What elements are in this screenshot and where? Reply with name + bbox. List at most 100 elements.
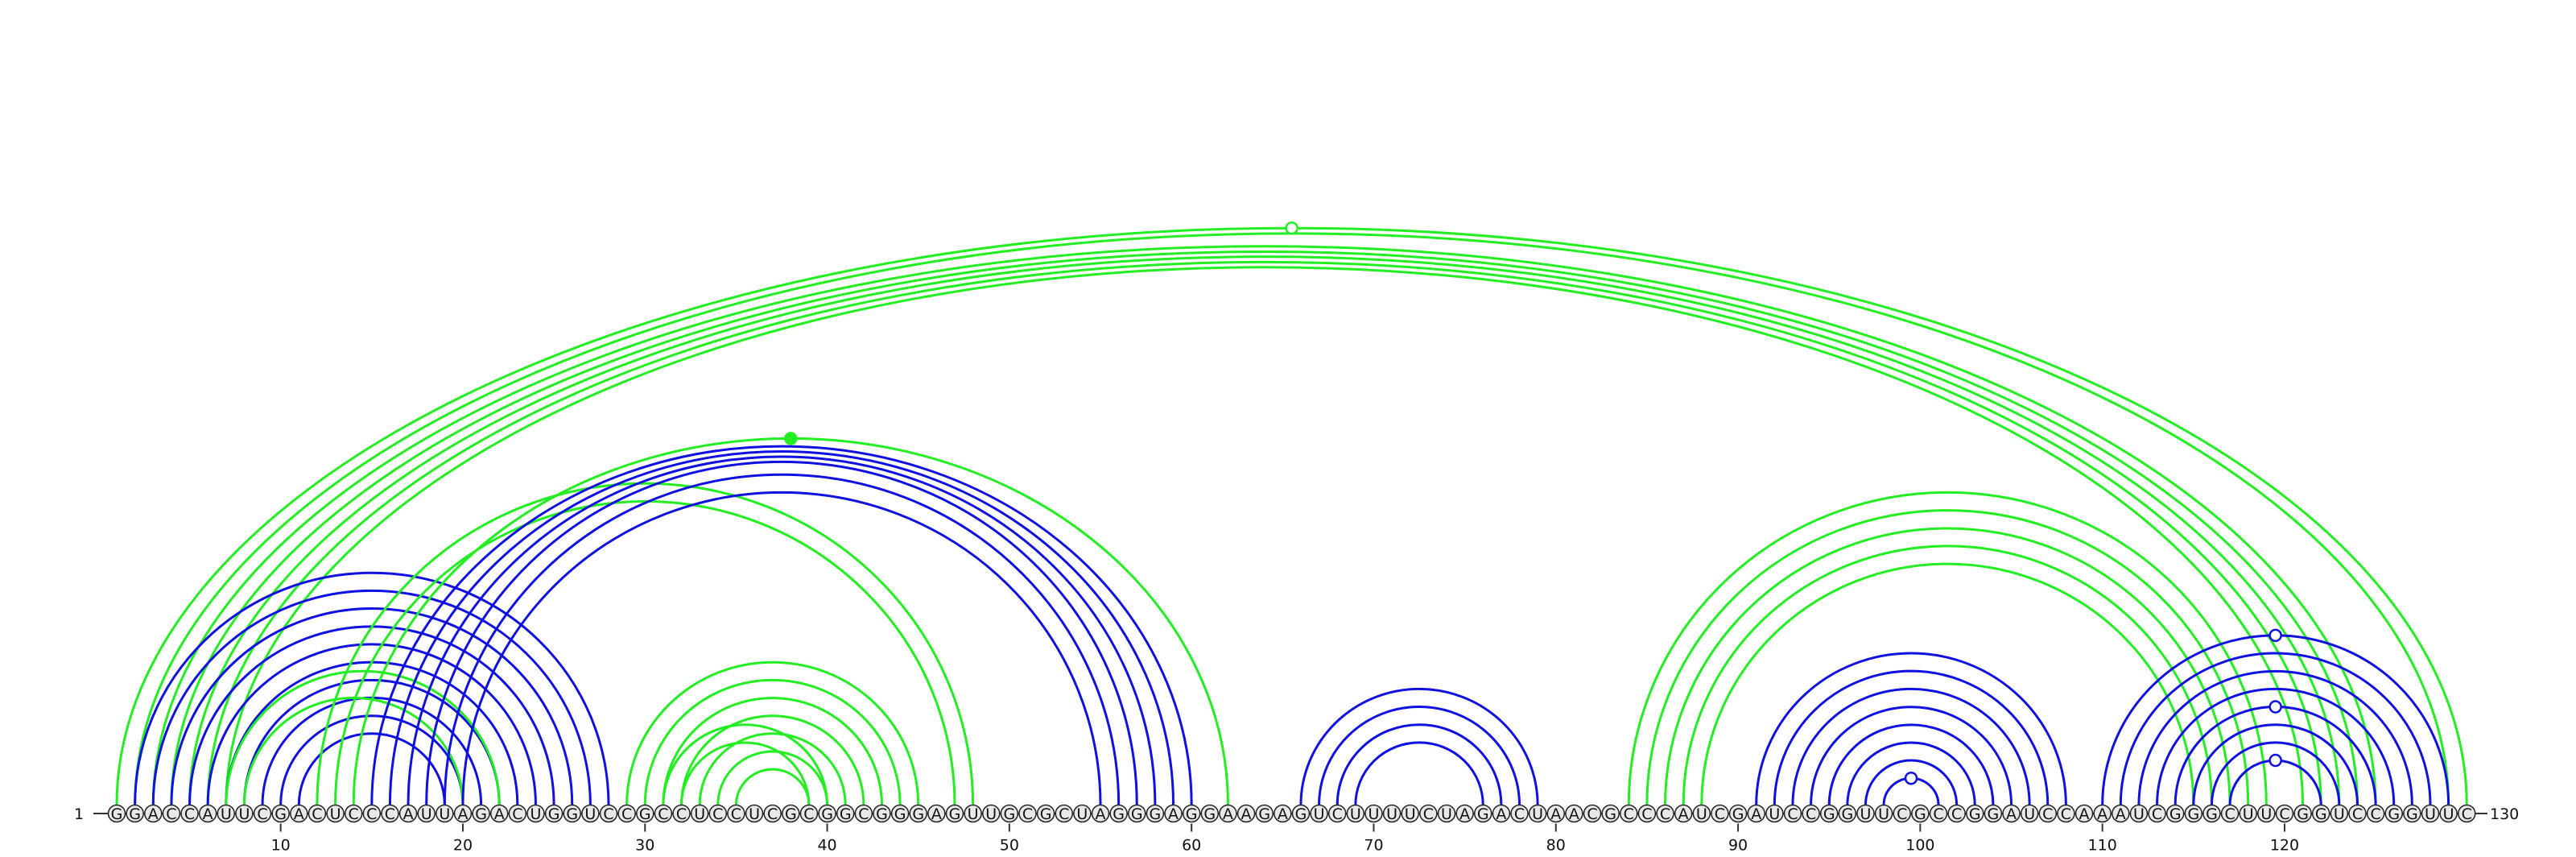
nucleotide-125: C [2366, 804, 2385, 823]
arc-blue-93-106 [1791, 687, 2031, 805]
nucleotide-circle [1546, 804, 1566, 823]
nucleotide-circle [1401, 804, 1419, 823]
nucleotide-letter: G [1295, 805, 1307, 823]
nucleotide-circle [1728, 804, 1748, 823]
nucleotide-letter: C [731, 805, 741, 823]
nucleotide-letter: C [676, 805, 687, 823]
nucleotide-letter: G [1113, 805, 1125, 823]
nucleotide-circle [1856, 804, 1875, 823]
nucleotide-44: G [890, 804, 910, 823]
nucleotide-letter: U [1368, 805, 1380, 823]
arc-blue-16-59 [388, 450, 1175, 805]
nucleotide-26: G [563, 804, 581, 823]
nucleotide-14: C [344, 804, 363, 823]
nucleotide-circle [1492, 804, 1511, 823]
nucleotide-letter: C [2370, 805, 2380, 823]
nucleotide-98: U [1874, 804, 1893, 823]
arc-blue-111-128 [2119, 652, 2432, 805]
nucleotide-circle [2093, 804, 2112, 823]
nucleotide-circle [1346, 804, 1365, 823]
arc-blue-92-107 [1773, 669, 2050, 805]
nucleotide-letter: G [2315, 805, 2327, 823]
nucleotide-letter: C [712, 805, 723, 823]
nucleotide-circle [617, 804, 636, 823]
nucleotide-letter: G [111, 805, 123, 823]
nucleotide-letter: C [366, 805, 377, 823]
nucleotide-letter: U [2334, 805, 2345, 823]
arc-green-7-22 [225, 669, 501, 805]
nucleotide-circle [1802, 804, 1820, 823]
nucleotide-83: G [1601, 804, 1620, 823]
nucleotide-letter: G [2388, 805, 2400, 823]
nucleotide-letter: G [1150, 805, 1162, 823]
nucleotide-circle [2239, 804, 2257, 823]
nucleotide-28: C [599, 804, 618, 823]
tick-label-50: 50 [1000, 837, 1019, 855]
nucleotide-circle [763, 804, 782, 823]
nucleotide-letter: G [1823, 805, 1835, 823]
nucleotide-letter: U [1386, 805, 1397, 823]
nucleotide-4: C [162, 804, 181, 823]
nucleotide-circle [1327, 804, 1347, 823]
nucleotide-circle [1000, 804, 1019, 823]
nucleotide-letter: G [1604, 805, 1616, 823]
nucleotide-circle [235, 804, 254, 823]
arc-green-13-47 [334, 499, 956, 805]
nucleotide-circle [217, 804, 236, 823]
nucleotide-34: C [708, 804, 728, 823]
arc-marker-110-129 [2268, 628, 2282, 643]
arc-green-31-40 [662, 723, 829, 805]
nucleotide-letter: C [512, 805, 522, 823]
nucleotide-circle [799, 804, 819, 823]
nucleotide-letter: C [2279, 805, 2289, 823]
nucleotide-circle [873, 804, 891, 823]
nucleotide-85: C [1637, 804, 1657, 823]
nucleotide-letter: C [2462, 805, 2472, 823]
nucleotide-30: G [636, 804, 654, 823]
arc-blue-94-105 [1810, 706, 2013, 805]
nucleotide-letter: A [1751, 805, 1761, 823]
nucleotide-circle [672, 804, 691, 823]
nucleotide-74: U [1437, 804, 1456, 823]
nucleotide-99: C [1893, 804, 1911, 823]
nucleotide-circle [453, 804, 473, 823]
nucleotide-circle [745, 804, 764, 823]
tick-label-60: 60 [1182, 837, 1201, 855]
nucleotide-73: C [1419, 804, 1438, 823]
nucleotide-letter: C [2061, 805, 2071, 823]
nucleotide-letter: U [968, 805, 979, 823]
arc-green-35-39 [734, 768, 811, 805]
nucleotide-8: U [235, 804, 254, 823]
nucleotide-letter: A [403, 805, 414, 823]
nucleotide-118: U [2239, 804, 2257, 823]
nucleotide-circle [1128, 804, 1146, 823]
nucleotide-circle [782, 804, 800, 823]
nucleotide-letter: A [2116, 805, 2126, 823]
nucleotide-letter: A [1496, 805, 1506, 823]
arc-green-7-121 [225, 266, 2305, 805]
nucleotide-circle [1528, 804, 1547, 823]
nucleotide-circle [636, 804, 654, 823]
nucleotide-letter: A [1278, 805, 1288, 823]
nucleotide-letter: C [1332, 805, 1343, 823]
nucleotide-letter: U [694, 805, 705, 823]
nucleotide-letter: U [421, 805, 432, 823]
nucleotide-circle [144, 804, 163, 823]
nucleotide-65: A [1274, 804, 1292, 823]
nucleotide-letter: G [1988, 805, 2000, 823]
nucleotide-letter: U [2425, 805, 2436, 823]
nucleotide-letter: G [1841, 805, 1853, 823]
nucleotide-circle [727, 804, 745, 823]
nucleotide-circle [690, 804, 709, 823]
nucleotide-58: G [1146, 804, 1165, 823]
nucleotide-circle [708, 804, 728, 823]
nucleotide-circle [1109, 804, 1128, 823]
nucleotide-40: G [818, 804, 836, 823]
nucleotide-circle [909, 804, 927, 823]
markers-layer [784, 221, 2282, 785]
nucleotide-circle [1274, 804, 1292, 823]
nucleotide-circle [1291, 804, 1311, 823]
nucleotide-letter: G [639, 805, 651, 823]
nucleotide-circle [107, 804, 126, 823]
nucleotide-letter: G [2187, 805, 2199, 823]
